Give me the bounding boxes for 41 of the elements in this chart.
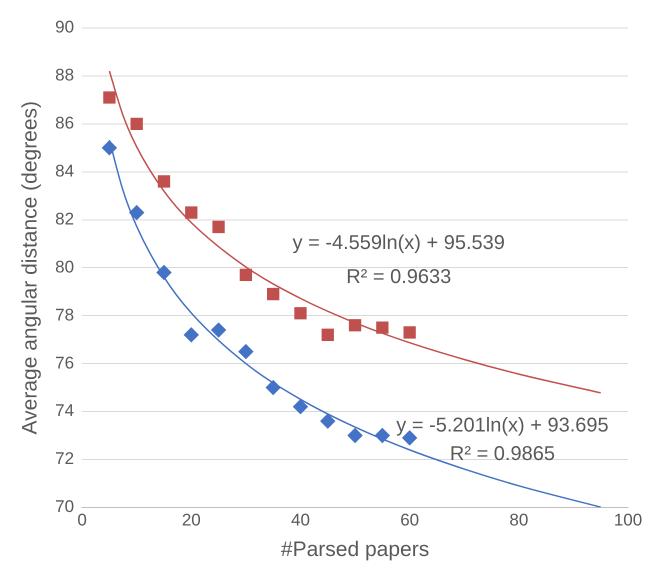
point [267,288,280,300]
point [348,428,363,443]
annotation: R² = 0.9633 [346,266,452,288]
point [103,91,116,104]
x-tick-label: 60 [400,510,420,530]
y-tick-label: 86 [55,114,74,133]
x-tick-label: 80 [509,510,528,530]
y-tick-label: 72 [55,449,74,468]
x-tick-label: 0 [77,510,87,530]
y-tick-label: 70 [55,497,74,516]
point [240,268,252,282]
y-tick-label: 80 [55,257,74,276]
point [403,326,416,339]
point [376,321,389,334]
point [211,322,226,338]
y-tick-label: 76 [55,353,74,372]
point [158,175,170,188]
point [130,118,143,130]
point [320,414,336,429]
point [129,205,144,220]
y-tick-label: 88 [55,66,74,85]
point [185,206,198,219]
annotation: R² = 0.9865 [450,443,555,466]
point [212,220,225,234]
y-tick-label: 82 [55,209,74,228]
y-tick-label: 84 [55,162,74,181]
point [294,307,307,320]
annotation: y = -4.559ln(x) + 95.539 [292,232,505,254]
point [184,327,199,342]
x-axis-title: #Parsed papers [280,538,430,562]
annotation: y = -5.201ln(x) + 93.695 [396,414,609,436]
point [238,344,254,360]
x-tick-label: 100 [614,510,642,530]
y-tick-label: 78 [55,305,74,324]
y-axis-title: Average angular distance (degrees) [18,100,42,434]
point [322,328,334,341]
x-tick-label: 40 [291,510,310,530]
point [292,399,308,414]
x-tick-label: 20 [182,510,201,530]
y-tick-label: 74 [55,401,74,420]
y-tick-label: 90 [55,18,74,37]
